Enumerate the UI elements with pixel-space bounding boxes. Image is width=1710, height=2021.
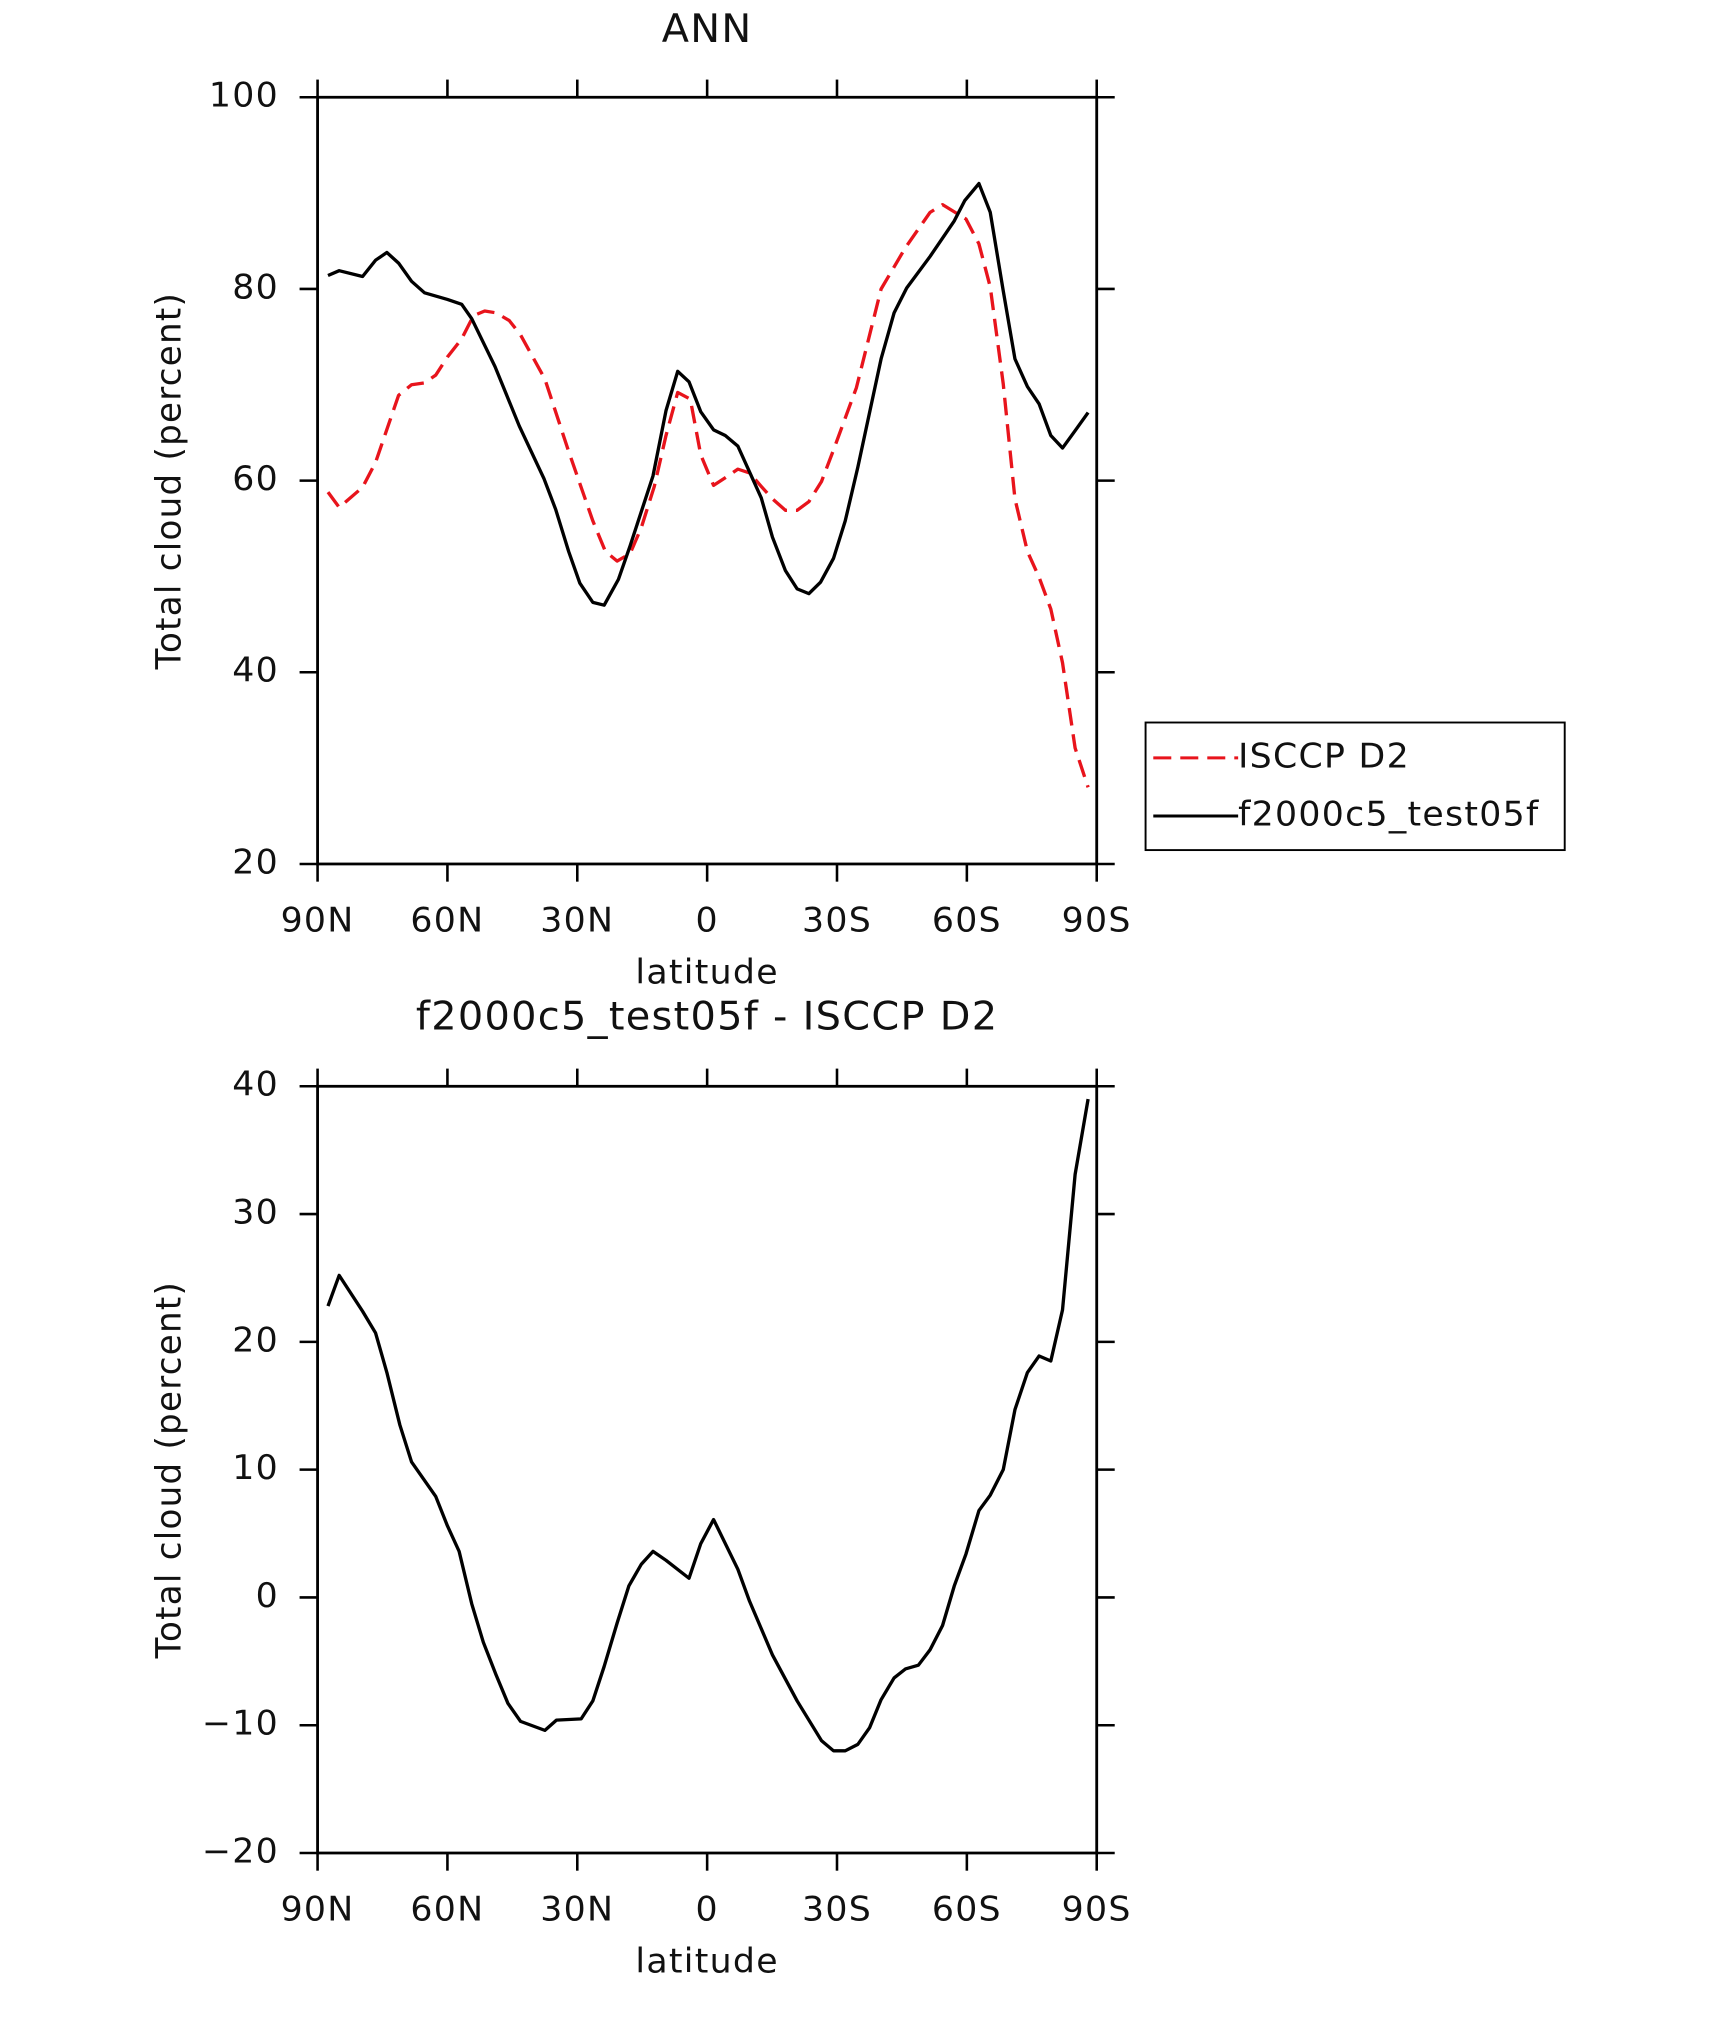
x-tick-label: 30N xyxy=(540,1890,614,1930)
x-tick-label: 30S xyxy=(802,901,872,941)
x-tick-label: 30S xyxy=(802,1890,872,1930)
x-tick-label: 60S xyxy=(932,901,1002,941)
y-tick-label: 80 xyxy=(232,268,279,308)
y-axis-label: Total cloud (percent) xyxy=(149,292,189,670)
y-tick-label: 60 xyxy=(232,459,279,499)
y-tick-label: 30 xyxy=(232,1193,279,1233)
y-tick-label: 40 xyxy=(232,1065,279,1105)
chart-title: f2000c5_test05f - ISCCP D2 xyxy=(416,994,998,1040)
y-tick-label: −20 xyxy=(202,1832,279,1872)
x-tick-label: 90N xyxy=(281,1890,355,1930)
y-tick-label: 100 xyxy=(209,76,279,116)
x-axis-label: latitude xyxy=(635,953,778,993)
y-tick-label: 40 xyxy=(232,651,279,691)
y-axis-label: Total cloud (percent) xyxy=(149,1281,189,1659)
data-line xyxy=(326,202,1090,788)
y-tick-label: 20 xyxy=(232,843,279,883)
x-axis-label: latitude xyxy=(635,1942,778,1982)
legend-label: ISCCP D2 xyxy=(1238,737,1410,777)
chart-title: ANN xyxy=(662,6,753,52)
x-tick-label: 60N xyxy=(410,1890,484,1930)
data-line xyxy=(326,1098,1090,1753)
plot-frame xyxy=(316,95,1099,866)
x-tick-label: 30N xyxy=(540,901,614,941)
plot-frame xyxy=(316,1084,1099,1855)
x-tick-label: 0 xyxy=(695,901,718,941)
y-tick-label: −10 xyxy=(202,1704,279,1744)
x-tick-label: 90S xyxy=(1062,901,1132,941)
y-tick-label: 20 xyxy=(232,1321,279,1361)
x-tick-label: 0 xyxy=(695,1890,718,1930)
x-tick-label: 60S xyxy=(932,1890,1002,1930)
data-line xyxy=(327,181,1090,607)
legend-label: f2000c5_test05f xyxy=(1238,795,1539,835)
legend-box xyxy=(1144,721,1566,852)
y-tick-label: 0 xyxy=(256,1576,279,1616)
x-tick-label: 90N xyxy=(281,901,355,941)
y-tick-label: 10 xyxy=(232,1448,279,1488)
x-tick-label: 60N xyxy=(410,901,484,941)
x-tick-label: 90S xyxy=(1062,1890,1132,1930)
